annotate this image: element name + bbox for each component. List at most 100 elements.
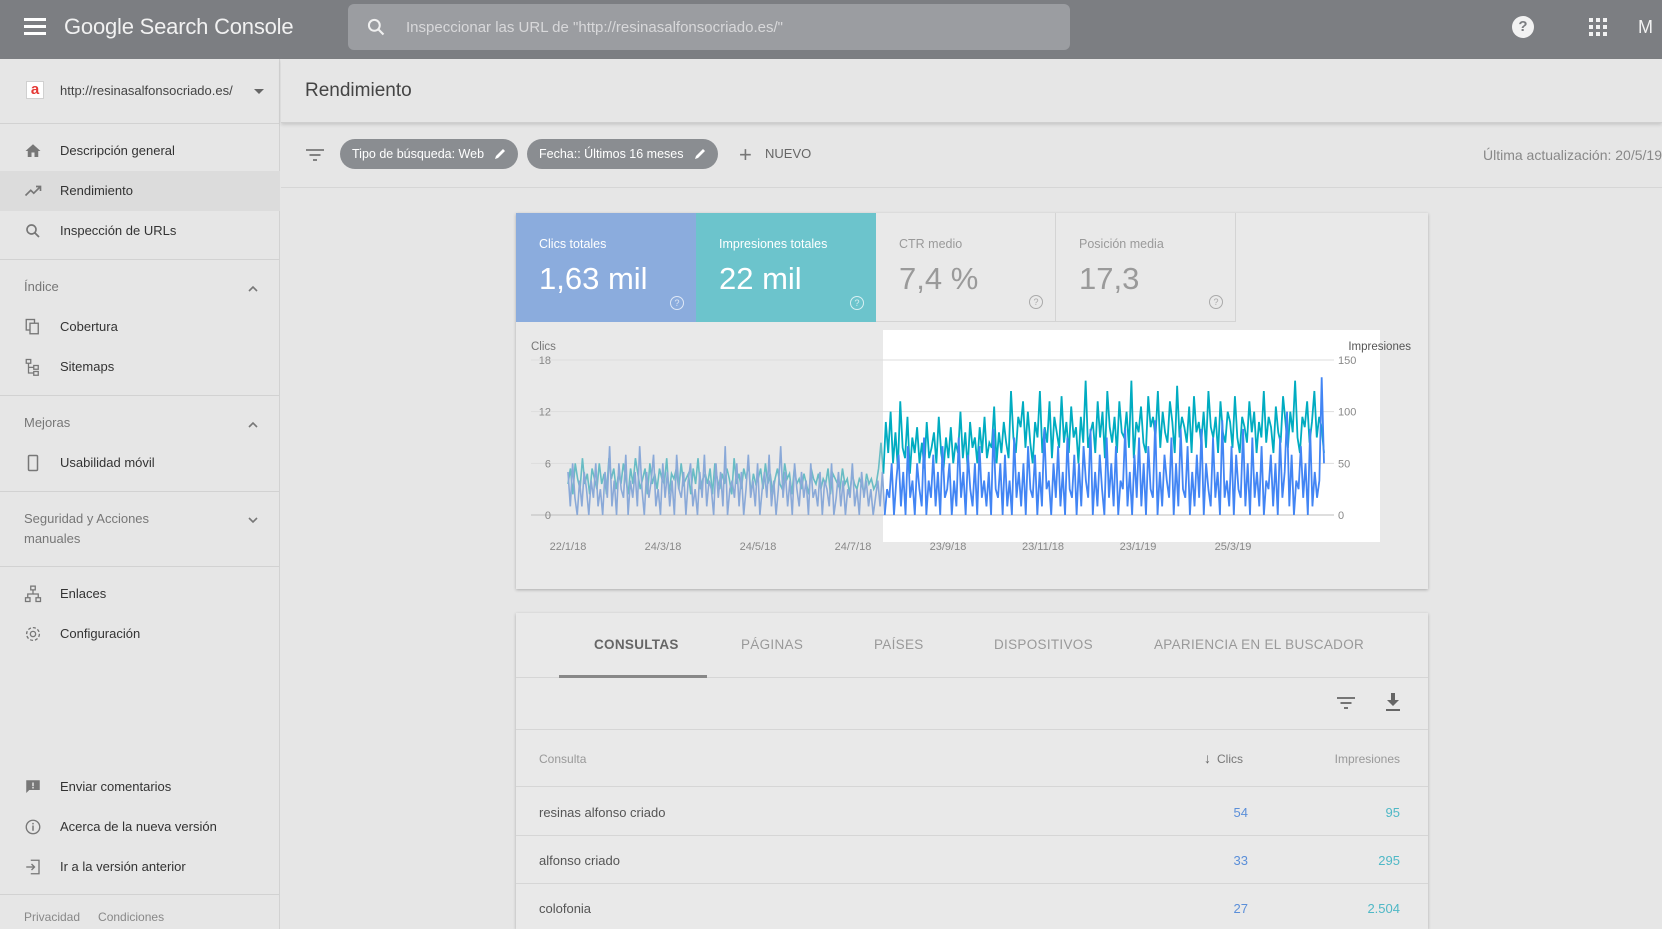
filter-icon[interactable] [1336, 696, 1356, 710]
queries-table-card: CONSULTAS PÁGINAS PAÍSES DISPOSITIVOS AP… [516, 613, 1428, 929]
table-toolbar [516, 678, 1428, 730]
help-circle-icon[interactable]: ? [1029, 295, 1043, 309]
property-url: http://resinasalfonsocriado.es/ [60, 83, 233, 98]
sort-descending-icon: ↓ [1204, 750, 1211, 766]
tab-countries[interactable]: PAÍSES [874, 637, 924, 652]
dimension-tabs: CONSULTAS PÁGINAS PAÍSES DISPOSITIVOS AP… [516, 613, 1428, 678]
performance-chart[interactable]: 0 0 6 50 12 100 18 150 22/1/18 24/3/18 24/5/18 24/7… [516, 322, 1428, 593]
search-icon [367, 18, 385, 36]
performance-chart-svg: 0 0 6 50 12 100 18 150 22/1/18 24/3/18 24/5/18 24/7… [531, 330, 1411, 553]
sidebar-item-performance[interactable]: Rendimiento [0, 171, 280, 211]
tab-devices[interactable]: DISPOSITIVOS [994, 637, 1093, 652]
new-filter-button[interactable]: + NUEVO [739, 143, 811, 165]
performance-card: Clics totales 1,63 mil ? Impresiones tot… [516, 213, 1428, 589]
chevron-up-icon[interactable] [248, 284, 258, 294]
chart-x-tick-label: 24/7/18 [835, 541, 872, 553]
sidebar-item-label: Cobertura [60, 319, 118, 334]
active-tab-indicator [559, 675, 707, 678]
sidebar-item-label: Descripción general [60, 143, 175, 158]
metric-total-impressions[interactable]: Impresiones totales 22 mil ? [696, 213, 876, 322]
tab-pages[interactable]: PÁGINAS [741, 637, 804, 652]
sidebar-item-feedback[interactable]: Enviar comentarios [0, 767, 280, 807]
sidebar-item-label: Enviar comentarios [60, 779, 172, 794]
impressions-line [882, 380, 1325, 474]
search-type-filter-chip[interactable]: Tipo de búsqueda: Web [340, 139, 519, 169]
sidebar-item-about[interactable]: Acerca de la nueva versión [0, 807, 280, 847]
exit-icon [26, 859, 40, 875]
info-icon [25, 819, 41, 835]
cell-query: alfonso criado [539, 853, 620, 868]
chart-x-tick-label: 23/11/18 [1022, 541, 1064, 553]
chart-tick-labels: 0 0 6 50 12 100 18 150 22/1/18 24/3/18 24/5/18 24/7… [539, 355, 1357, 553]
url-inspection-search[interactable] [348, 4, 1070, 50]
metric-label: Impresiones totales [719, 237, 828, 251]
help-icon[interactable]: ? [1512, 16, 1534, 38]
help-circle-icon[interactable]: ? [850, 296, 864, 310]
metric-total-clicks[interactable]: Clics totales 1,63 mil ? [516, 213, 696, 322]
filter-icon[interactable] [305, 148, 325, 162]
page-title: Rendimiento [305, 80, 412, 101]
column-header-label: Clics [1217, 752, 1243, 766]
sidebar-footer: Privacidad Condiciones [24, 910, 182, 924]
sidebar-item-links[interactable]: Enlaces [0, 574, 280, 614]
sidebar-item-sitemaps[interactable]: Sitemaps [0, 347, 280, 387]
filter-bar: Tipo de búsqueda: Web Fecha:: Últimos 16… [281, 124, 1662, 188]
sidebar-item-label: Acerca de la nueva versión [60, 819, 217, 834]
sidebar-item-settings[interactable]: Configuración [0, 614, 280, 654]
table-row[interactable]: alfonso criado 33 295 [516, 836, 1428, 884]
property-selector[interactable]: a http://resinasalfonsocriado.es/ [0, 59, 280, 124]
sidebar-item-url-inspection[interactable]: Inspección de URLs [0, 211, 280, 251]
chart-left-tick-label: 0 [545, 510, 551, 522]
metric-value: 7,4 % [899, 261, 979, 296]
section-title-security[interactable]: Seguridad y Acciones manuales [24, 509, 149, 549]
divider [0, 395, 280, 396]
divider [0, 259, 280, 260]
chart-left-tick-label: 6 [545, 458, 551, 470]
sidebar: a http://resinasalfonsocriado.es/ Descri… [0, 59, 280, 929]
download-icon[interactable] [1384, 692, 1402, 712]
sidebar-item-label: Configuración [60, 626, 141, 641]
chart-left-tick-label: 18 [539, 355, 551, 367]
metric-average-position[interactable]: Posición media 17,3 ? [1056, 213, 1236, 322]
chevron-down-icon[interactable] [248, 515, 258, 525]
privacy-link[interactable]: Privacidad [24, 910, 81, 924]
section-title-index[interactable]: Índice [24, 279, 59, 294]
help-circle-icon[interactable]: ? [670, 296, 684, 310]
edit-pencil-icon [495, 149, 506, 159]
terms-link[interactable]: Condiciones [98, 910, 165, 924]
cell-query: resinas alfonso criado [539, 805, 666, 820]
sidebar-item-previous-version[interactable]: Ir a la versión anterior [0, 847, 280, 887]
feedback-icon [26, 780, 40, 793]
sidebar-item-label: Inspección de URLs [60, 223, 177, 238]
column-header-clicks[interactable]: ↓ Clics [1204, 750, 1243, 766]
sidebar-item-coverage[interactable]: Cobertura [0, 307, 280, 347]
help-circle-icon[interactable]: ? [1209, 295, 1223, 309]
coverage-icon [25, 318, 39, 335]
chart-right-tick-label: 100 [1338, 407, 1356, 419]
divider [0, 491, 280, 492]
sidebar-item-label: Usabilidad móvil [60, 455, 155, 470]
table-row[interactable]: resinas alfonso criado 54 95 [516, 788, 1428, 836]
sidebar-item-overview[interactable]: Descripción general [0, 131, 280, 171]
tab-search-appearance[interactable]: APARIENCIA EN EL BUSCADOR [1154, 637, 1365, 652]
apps-grid-icon[interactable] [1589, 18, 1607, 36]
chart-x-tick-label: 24/3/18 [645, 541, 682, 553]
date-filter-chip[interactable]: Fecha:: Últimos 16 meses [527, 139, 718, 169]
dropdown-caret-icon [254, 89, 264, 94]
metric-value: 1,63 mil [539, 261, 648, 296]
table-row[interactable]: colofonia 27 2.504 [516, 884, 1428, 929]
tab-queries[interactable]: CONSULTAS [594, 637, 679, 652]
url-inspection-input[interactable] [406, 18, 1046, 36]
hamburger-menu-icon[interactable] [24, 18, 46, 36]
chart-right-tick-label: 50 [1338, 458, 1350, 470]
column-header-impressions[interactable]: Impresiones [1334, 752, 1400, 766]
sidebar-item-label: Ir a la versión anterior [60, 859, 186, 874]
section-title-improvements[interactable]: Mejoras [24, 415, 71, 430]
links-icon [24, 585, 42, 603]
column-header-query[interactable]: Consulta [539, 752, 587, 766]
account-avatar[interactable]: M [1638, 17, 1653, 37]
metric-average-ctr[interactable]: CTR medio 7,4 % ? [876, 213, 1056, 322]
brand-title[interactable]: Google Search Console [64, 14, 294, 39]
chevron-up-icon[interactable] [248, 420, 258, 430]
sidebar-item-mobile-usability[interactable]: Usabilidad móvil [0, 443, 280, 483]
